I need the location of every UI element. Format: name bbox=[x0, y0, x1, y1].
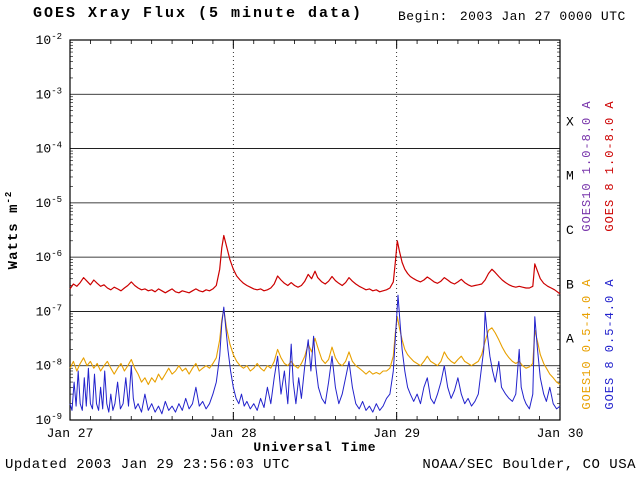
y-axis-label: Watts m-2 bbox=[4, 190, 22, 270]
credit-text: NOAA/SEC Boulder, CO USA bbox=[422, 457, 636, 473]
series-goes-8-1.0-8.0-a bbox=[69, 234, 561, 295]
x-axis-label: Universal Time bbox=[253, 440, 377, 455]
flare-class-a: A bbox=[566, 332, 574, 347]
y-tick-label: 10-6 bbox=[36, 249, 62, 265]
x-tick-label: Jan 28 bbox=[210, 426, 257, 441]
y-tick-label: 10-7 bbox=[36, 303, 62, 319]
y-tick-label: 10-2 bbox=[36, 32, 62, 48]
series-goes-8-0.5-4.0-a bbox=[69, 294, 561, 415]
y-tick-label: 10-4 bbox=[36, 141, 62, 157]
flare-class-m: M bbox=[566, 169, 574, 184]
legend-goes8-long: GOES 8 1.0-8.0 A bbox=[603, 100, 617, 232]
x-tick-label: Jan 27 bbox=[47, 426, 94, 441]
begin-label: Begin: bbox=[398, 9, 448, 24]
y-tick-label: 10-3 bbox=[36, 86, 62, 102]
flare-class-x: X bbox=[566, 114, 574, 129]
flare-class-c: C bbox=[566, 223, 574, 238]
x-tick-label: Jan 29 bbox=[373, 426, 420, 441]
begin-time: Begin: 2003 Jan 27 0000 UTC bbox=[398, 9, 626, 24]
legend-goes10-short: GOES10 0.5-4.0 A bbox=[580, 278, 594, 410]
series-goes10-0.5-4.0-a bbox=[69, 308, 561, 386]
begin-value: 2003 Jan 27 0000 UTC bbox=[459, 9, 626, 24]
legend-goes8-short: GOES 8 0.5-4.0 A bbox=[603, 278, 617, 410]
x-tick-label: Jan 30 bbox=[537, 426, 584, 441]
flare-class-b: B bbox=[566, 277, 574, 292]
page-title: GOES Xray Flux (5 minute data) bbox=[33, 5, 364, 22]
y-tick-label: 10-5 bbox=[36, 195, 62, 211]
y-tick-label: 10-8 bbox=[36, 358, 62, 374]
updated-timestamp: Updated 2003 Jan 29 23:56:03 UTC bbox=[5, 457, 290, 473]
legend-goes10-long: GOES10 1.0-8.0 A bbox=[580, 100, 594, 232]
